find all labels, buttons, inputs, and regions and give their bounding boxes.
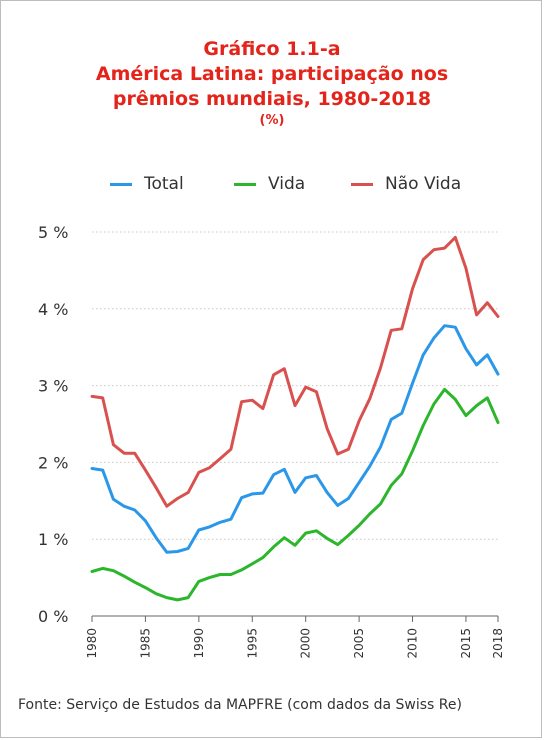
x-tick-label: 2015 bbox=[459, 628, 473, 659]
x-tick-label: 1995 bbox=[245, 628, 259, 659]
chart-title-line-1: Gráfico 1.1-a bbox=[203, 38, 341, 60]
chart-title-unit: (%) bbox=[259, 113, 285, 128]
legend-item-total: Total bbox=[110, 172, 184, 196]
legend-swatch-total bbox=[110, 182, 132, 186]
series-line-vida bbox=[90, 387, 500, 602]
x-tick-label: 1985 bbox=[138, 628, 152, 659]
x-tick-label: 2000 bbox=[299, 628, 313, 659]
y-tick-label: 3 % bbox=[38, 377, 68, 396]
y-tick-label: 2 % bbox=[38, 453, 68, 472]
x-tick-label: 2010 bbox=[406, 628, 420, 659]
legend-label-nao-vida: Não Vida bbox=[385, 174, 462, 194]
series-line-nao-vida bbox=[90, 235, 500, 508]
legend-item-nao-vida: Não Vida bbox=[351, 172, 461, 196]
chart-title-line-3: prêmios mundiais, 1980-2018 bbox=[112, 88, 432, 110]
legend-swatch-vida bbox=[234, 182, 256, 186]
y-tick-label: 0 % bbox=[38, 607, 68, 626]
y-tick-label: 4 % bbox=[38, 300, 68, 319]
y-tick-label: 1 % bbox=[38, 530, 68, 549]
legend-label-vida: Vida bbox=[268, 174, 306, 194]
y-tick-label: 5 % bbox=[38, 223, 68, 242]
legend-item-vida: Vida bbox=[234, 172, 305, 196]
chart-title-line-2: América Latina: participação nos bbox=[95, 63, 449, 85]
x-tick-label: 1990 bbox=[192, 628, 206, 659]
x-tick-label: 1980 bbox=[85, 628, 99, 659]
source-note: Fonte: Serviço de Estudos da MAPFRE (com… bbox=[18, 697, 462, 713]
legend-swatch-nao-vida bbox=[351, 182, 373, 186]
x-tick-label: 2005 bbox=[352, 628, 366, 659]
legend-label-total: Total bbox=[144, 174, 184, 194]
x-tick-label: 2018 bbox=[491, 628, 505, 659]
series-line-total bbox=[90, 324, 500, 554]
